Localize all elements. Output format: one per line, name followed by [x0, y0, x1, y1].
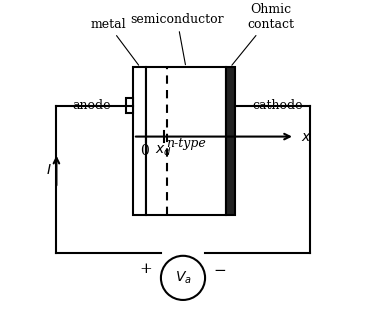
Bar: [146, 67, 226, 215]
Text: metal: metal: [90, 18, 139, 65]
Text: anode: anode: [72, 99, 111, 112]
Text: semiconductor: semiconductor: [130, 13, 224, 65]
Text: $x$: $x$: [301, 130, 311, 144]
Bar: [133, 67, 146, 215]
Text: 0: 0: [140, 144, 149, 158]
Text: cathode: cathode: [252, 99, 302, 112]
Bar: [127, 98, 133, 113]
Text: n-type: n-type: [166, 137, 206, 151]
Text: $V_a$: $V_a$: [175, 270, 191, 286]
Text: $-$: $-$: [213, 262, 227, 276]
Text: Ohmic
contact: Ohmic contact: [232, 3, 295, 65]
Text: +: +: [140, 262, 153, 276]
Text: $x_d$: $x_d$: [156, 144, 172, 158]
Text: $I$: $I$: [46, 163, 52, 177]
Bar: [226, 67, 235, 215]
